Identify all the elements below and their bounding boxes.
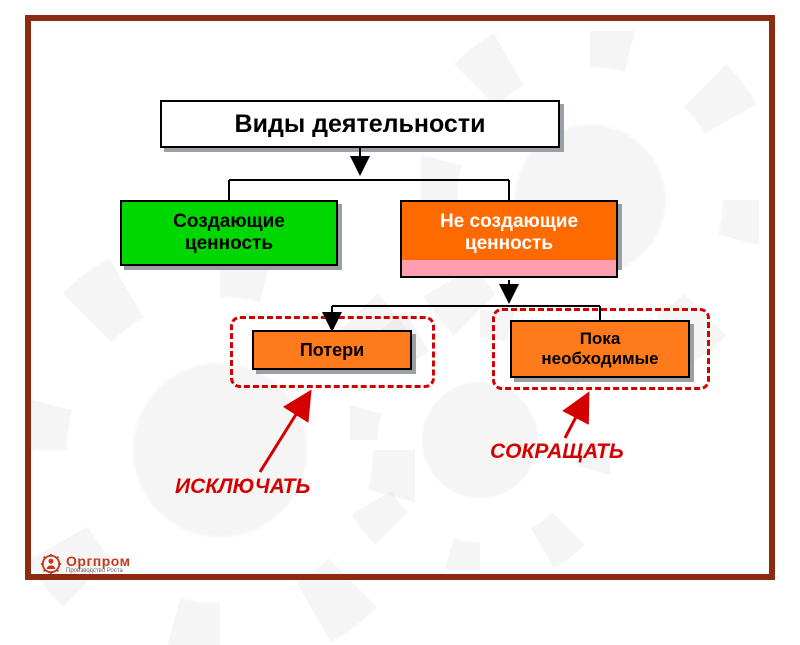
dashed-group-losses xyxy=(230,316,435,388)
node-underlay xyxy=(400,260,618,278)
node-value-creating: Создающие ценность xyxy=(120,200,338,266)
node-label: Не создающие ценность xyxy=(440,211,578,255)
logo: Оргпром Производство Роста xyxy=(40,553,131,575)
node-non-value-creating: Не создающие ценность xyxy=(400,200,618,266)
title-box: Виды деятельности xyxy=(160,100,560,148)
node-label: Создающие ценность xyxy=(173,211,285,255)
title-text: Виды деятельности xyxy=(235,110,486,139)
action-reduce-label: СОКРАЩАТЬ xyxy=(490,440,624,464)
dashed-group-still-needed xyxy=(492,308,710,390)
logo-text: Оргпром Производство Роста xyxy=(66,554,131,574)
gear-person-icon xyxy=(40,553,62,575)
action-exclude-label: ИСКЛЮЧАТЬ xyxy=(175,475,310,499)
